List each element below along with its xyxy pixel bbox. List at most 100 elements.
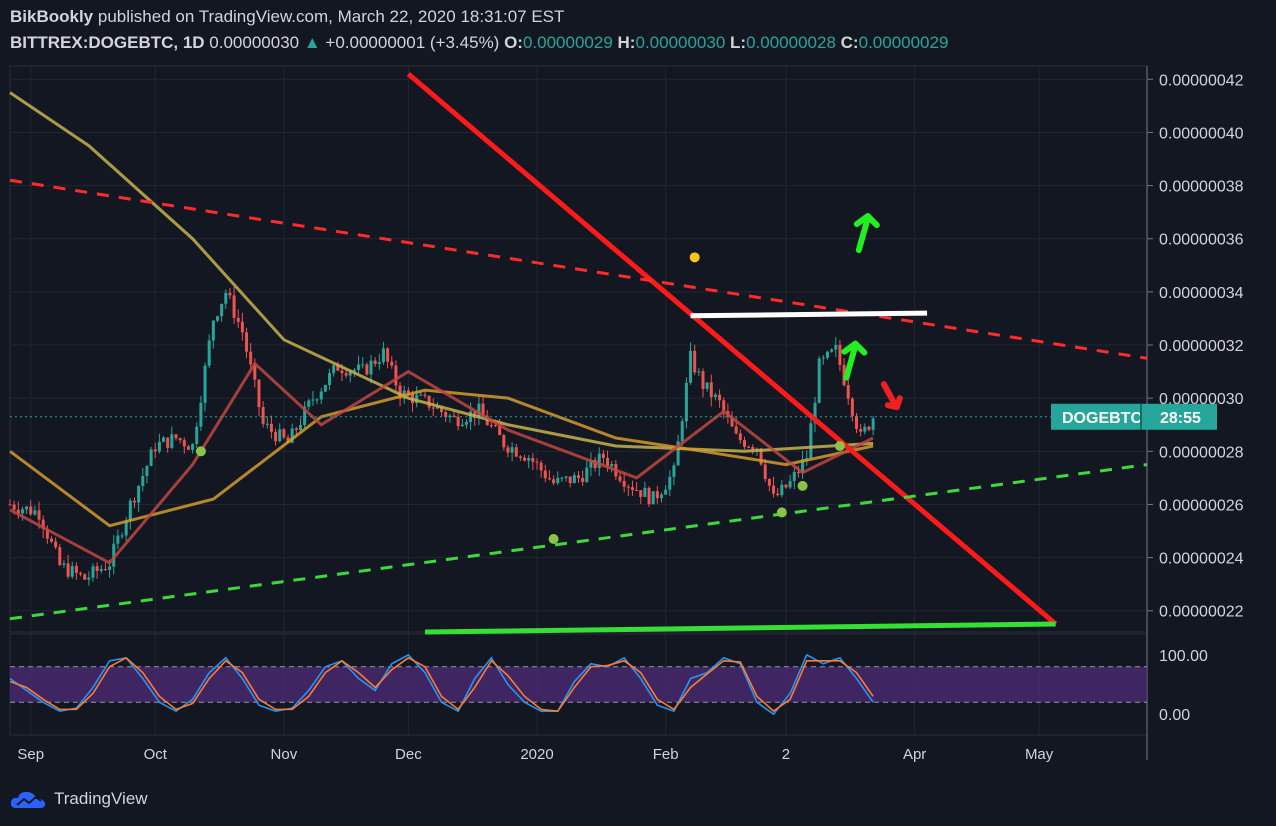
candle-body — [170, 434, 174, 448]
tradingview-cloud-icon — [10, 791, 46, 808]
candle-body — [124, 520, 128, 536]
candle-body — [838, 344, 842, 365]
dashed-trendline-annotation — [9, 463, 1148, 621]
candle-body — [386, 348, 390, 362]
candle-body — [45, 529, 49, 539]
candle-body — [618, 476, 622, 481]
candle-body — [680, 421, 684, 442]
symbol-label[interactable]: BITTREX:DOGEBTC, 1D — [10, 33, 205, 52]
candle-body — [103, 569, 107, 571]
ma-50-line — [9, 388, 874, 528]
candle-body — [336, 365, 340, 371]
candle-body — [489, 425, 493, 427]
candle-body — [506, 447, 510, 453]
candle-body — [224, 292, 228, 304]
candle-body — [29, 506, 33, 515]
candle-body — [91, 566, 95, 578]
candle-body — [564, 476, 568, 478]
candle-body — [859, 429, 863, 432]
x-tick-label: Feb — [653, 746, 679, 763]
candle-body — [622, 480, 626, 487]
candle-body — [406, 390, 410, 395]
horizontal-level-annotation — [690, 310, 928, 319]
candle-body — [323, 384, 327, 392]
last-price: 0.00000030 — [209, 33, 300, 52]
candle-body — [274, 431, 278, 442]
candle-body — [16, 509, 20, 514]
candle-body — [282, 429, 286, 438]
candle-body — [348, 371, 352, 376]
published-text: published on TradingView.com, March 22, … — [93, 7, 565, 26]
candle-body — [767, 479, 771, 486]
candle-body — [435, 406, 439, 409]
candle-body — [846, 385, 850, 399]
candle-body — [514, 447, 518, 457]
candle-body — [780, 484, 784, 496]
y-tick-label: 0.00000038 — [1159, 179, 1244, 196]
low-label: L: — [730, 33, 747, 52]
candle-body — [759, 448, 763, 465]
candle-body — [630, 487, 634, 490]
candle-body — [423, 394, 427, 396]
close-label: C: — [840, 33, 859, 52]
signal-marker — [689, 252, 700, 263]
high-value: 0.00000030 — [635, 33, 726, 52]
candle-body — [722, 400, 726, 412]
candle-body — [112, 543, 116, 567]
candle-body — [784, 484, 788, 488]
signal-marker — [548, 533, 559, 544]
y-tick-label: 0.00000036 — [1159, 232, 1244, 249]
x-tick-label: Dec — [395, 746, 422, 763]
candle-body — [269, 423, 273, 432]
signal-marker — [195, 446, 206, 457]
candle-body — [116, 535, 120, 544]
y-tick-label: 0.00000024 — [1159, 551, 1244, 568]
candle-body — [742, 440, 746, 447]
candle-body — [128, 500, 132, 521]
tradingview-logo[interactable]: TradingView — [10, 788, 148, 810]
candle-body — [581, 477, 585, 483]
up-triangle-icon: ▲ — [303, 33, 321, 52]
candle-body — [709, 382, 713, 398]
price-pane-border — [9, 65, 1148, 633]
candle-body — [240, 321, 244, 333]
candle-body — [99, 569, 103, 571]
candle-body — [697, 371, 701, 373]
candle-body — [664, 489, 668, 495]
candle-body — [303, 406, 307, 426]
candle-body — [261, 407, 265, 424]
candle-body — [290, 428, 294, 443]
candle-body — [54, 541, 58, 548]
author-name[interactable]: BikBookly — [10, 7, 94, 26]
candle-body — [539, 462, 543, 471]
candle-body — [668, 476, 672, 490]
candle-body — [195, 426, 199, 445]
candle-body — [713, 394, 717, 398]
candle-body — [867, 426, 871, 430]
candle-body — [792, 471, 796, 482]
x-tick-label: 2 — [782, 746, 790, 763]
arrow-down-annotation — [880, 381, 903, 411]
candle-body — [676, 441, 680, 466]
y-tick-label: 0.00000026 — [1159, 497, 1244, 514]
candle-body — [307, 400, 311, 407]
candle-body — [610, 464, 614, 467]
price-change: +0.00000001 (+3.45%) — [325, 33, 500, 52]
signal-marker — [834, 440, 845, 451]
ma-200-line — [9, 91, 874, 453]
candle-body — [137, 485, 141, 503]
stoch-k-line — [9, 653, 874, 716]
candle-body — [572, 475, 576, 484]
candle-body — [464, 421, 468, 425]
ma-20-line — [9, 361, 874, 565]
open-label: O: — [504, 33, 523, 52]
candle-body — [776, 493, 780, 496]
y-tick-label: 0.00000032 — [1159, 338, 1244, 355]
solid-trendline-annotation — [424, 621, 1056, 635]
candle-body — [191, 444, 195, 450]
candle-body — [502, 435, 506, 448]
candle-body — [701, 371, 705, 389]
price-label-divider — [1140, 403, 1142, 430]
candle-body — [693, 350, 697, 373]
